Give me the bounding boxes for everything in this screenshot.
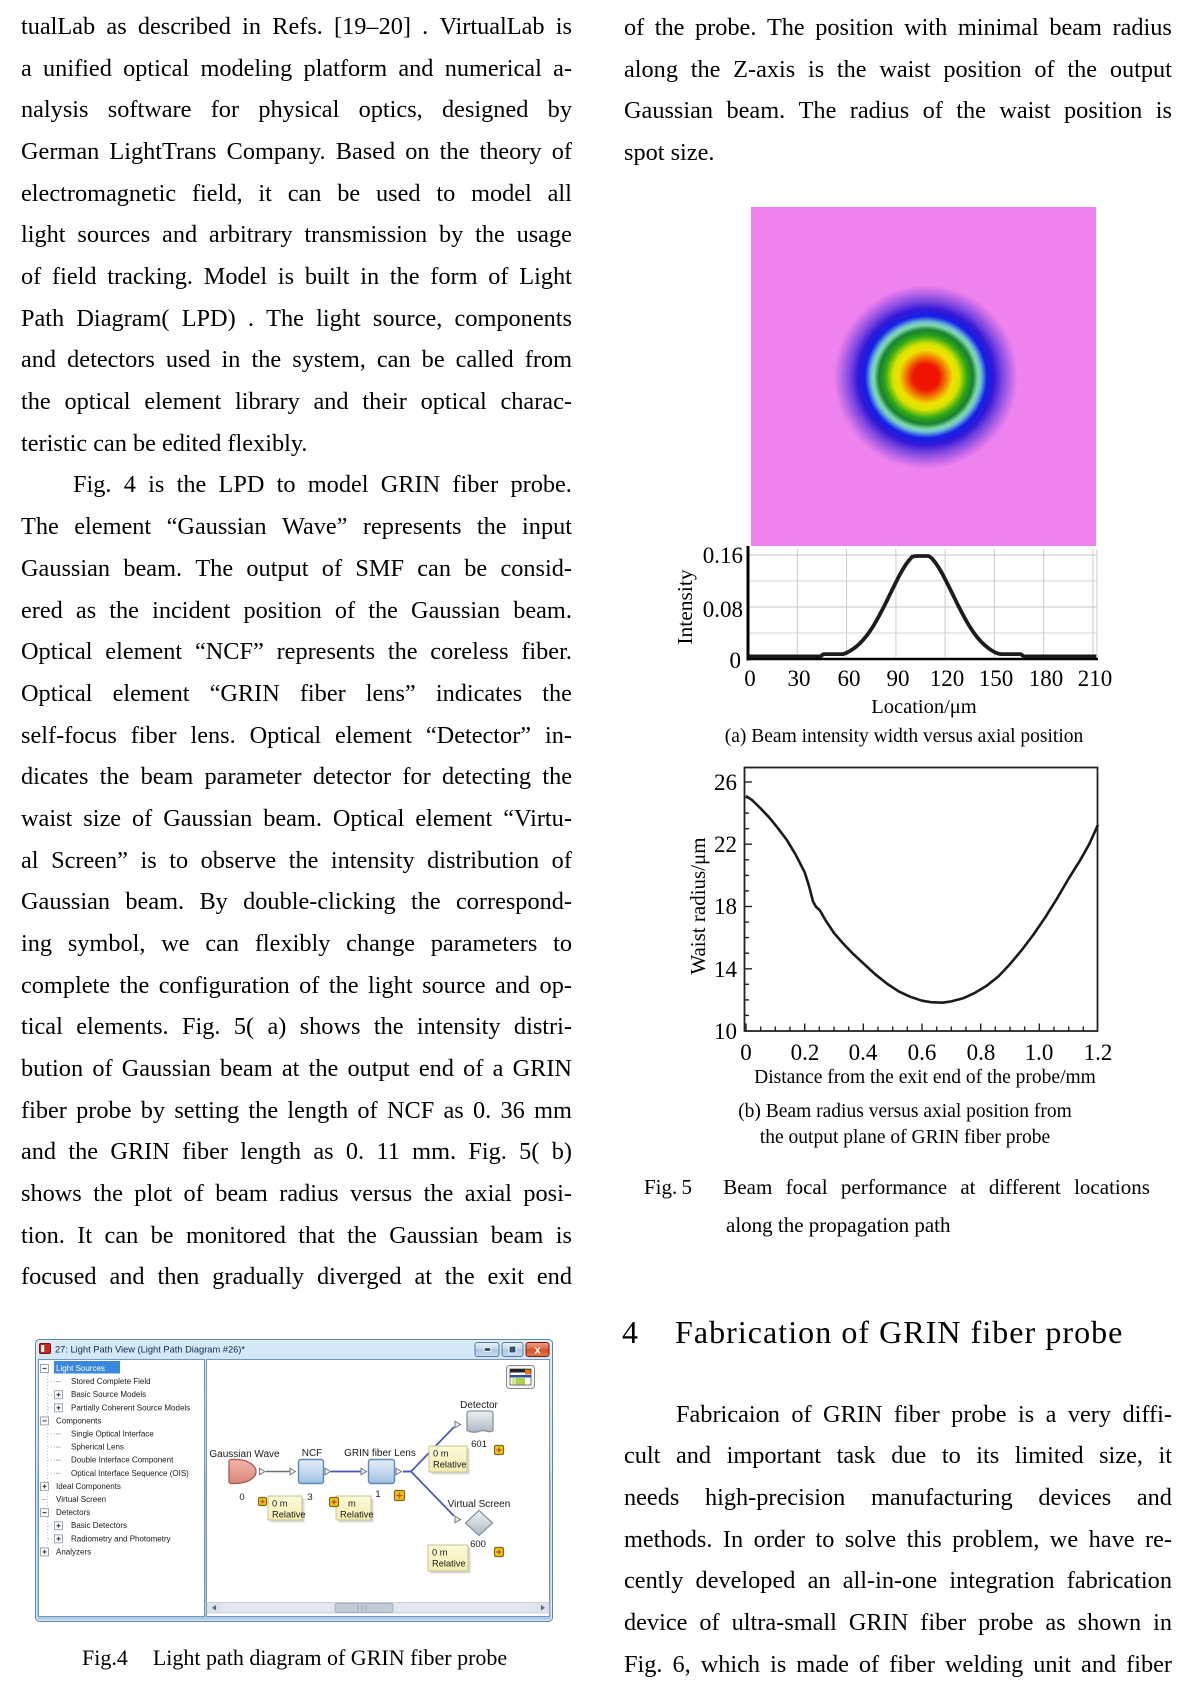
svg-text:22: 22 [714,832,737,857]
svg-text:Gaussian Wave: Gaussian Wave [209,1449,280,1460]
svg-text:NCF: NCF [302,1448,323,1459]
svg-text:0.4: 0.4 [849,1040,878,1065]
svg-text:Spherical Lens: Spherical Lens [71,1443,124,1452]
svg-text:Virtual Screen: Virtual Screen [56,1495,106,1504]
svg-text:180: 180 [1029,666,1064,691]
svg-text:Double Interface Component: Double Interface Component [71,1456,174,1465]
svg-text:601: 601 [471,1439,487,1450]
svg-text:0.08: 0.08 [703,597,743,622]
svg-text:27: Light Path View (Light Pat: 27: Light Path View (Light Path Diagram … [55,1345,245,1355]
svg-text:Basic Source Models: Basic Source Models [71,1390,146,1399]
svg-text:Intensity: Intensity [673,569,697,644]
svg-text:150: 150 [979,666,1014,691]
svg-text:1: 1 [375,1489,380,1500]
svg-text:26: 26 [714,770,737,795]
svg-text:120: 120 [930,666,965,691]
svg-text:18: 18 [714,894,737,919]
svg-text:0: 0 [740,1040,752,1065]
svg-text:30: 30 [788,666,811,691]
svg-text:Single Optical Interface: Single Optical Interface [71,1430,154,1439]
svg-text:0.8: 0.8 [967,1040,996,1065]
svg-text:Detector: Detector [460,1400,498,1411]
svg-text:Ideal Components: Ideal Components [56,1482,121,1491]
svg-text:0: 0 [239,1492,244,1503]
svg-text:Distance from the exit end of: Distance from the exit end of the probe/… [754,1067,1096,1088]
svg-text:Location/μm: Location/μm [871,696,977,718]
svg-text:m: m [348,1499,356,1509]
svg-text:Radiometry and Photometry: Radiometry and Photometry [71,1534,171,1543]
svg-text:0 m: 0 m [432,1548,448,1558]
svg-text:14: 14 [714,957,738,982]
svg-text:Relative: Relative [433,1460,467,1470]
svg-text:0 m: 0 m [272,1499,288,1509]
svg-text:210: 210 [1078,666,1113,691]
svg-text:0.2: 0.2 [791,1040,820,1065]
svg-text:Relative: Relative [272,1510,306,1520]
svg-text:60: 60 [838,666,861,691]
svg-text:(b) Beam radius versus axial p: (b) Beam radius versus axial position fr… [738,1101,1072,1122]
svg-text:the output plane of GRIN fiber: the output plane of GRIN fiber probe [760,1127,1050,1148]
svg-text:Stored Complete Field: Stored Complete Field [71,1377,151,1386]
svg-text:0 m: 0 m [433,1449,449,1459]
svg-text:10: 10 [714,1019,737,1044]
svg-text:Waist radius/μm: Waist radius/μm [686,837,710,974]
svg-text:Virtual Screen: Virtual Screen [448,1499,511,1510]
svg-text:600: 600 [470,1539,486,1550]
svg-text:Detectors: Detectors [56,1508,90,1517]
svg-text:0: 0 [730,648,742,673]
svg-text:Partially Coherent Source Mode: Partially Coherent Source Models [71,1403,190,1412]
svg-text:0.16: 0.16 [703,543,743,568]
svg-text:Optical Interface Sequence (OI: Optical Interface Sequence (OIS) [71,1469,189,1478]
svg-text:Analyzers: Analyzers [56,1547,91,1556]
svg-text:Basic Detectors: Basic Detectors [71,1521,127,1530]
svg-text:90: 90 [887,666,910,691]
svg-text:Light Sources: Light Sources [56,1364,105,1373]
svg-text:3: 3 [307,1492,312,1503]
svg-text:x: x [534,1345,541,1357]
svg-text:Relative: Relative [432,1559,466,1569]
svg-text:Components: Components [56,1416,101,1425]
svg-text:GRIN fiber Lens: GRIN fiber Lens [344,1448,416,1459]
svg-text:1.2: 1.2 [1084,1040,1113,1065]
svg-text:Relative: Relative [340,1510,374,1520]
svg-text:(a) Beam intensity width versu: (a) Beam intensity width versus axial po… [725,726,1084,747]
svg-text:0.6: 0.6 [908,1040,937,1065]
svg-text:0: 0 [744,666,756,691]
svg-text:1.0: 1.0 [1025,1040,1054,1065]
